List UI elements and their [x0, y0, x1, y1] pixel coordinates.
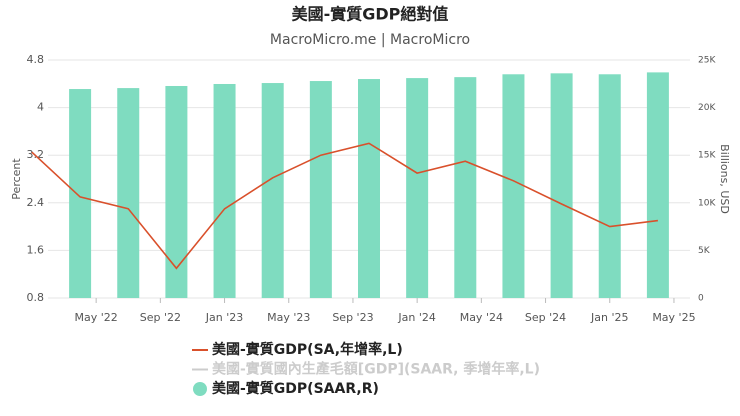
bar: [598, 74, 621, 298]
y2-tick-label: 10K: [698, 198, 716, 208]
bar: [406, 78, 429, 298]
bar: [213, 83, 236, 298]
bar: [454, 77, 477, 298]
bar: [261, 83, 284, 299]
x-tick-label: May '24: [460, 311, 503, 324]
legend-label: 美國-實質GDP(SA,年增率,L): [212, 341, 403, 358]
y-tick-label: 0.8: [27, 291, 45, 304]
x-tick-label: Sep '22: [140, 311, 181, 324]
bar: [117, 88, 140, 298]
x-tick-label: May '25: [652, 311, 695, 324]
watermark: MacroMicro: [128, 97, 272, 122]
x-tick-label: Jan '24: [397, 311, 435, 324]
y2-axis-label: Billions, USD: [718, 144, 731, 214]
y2-tick-label: 15K: [698, 151, 716, 161]
legend-marker: [193, 382, 207, 396]
bar: [502, 74, 525, 298]
x-tick-label: Sep '23: [332, 311, 373, 324]
y-tick-label: 2.4: [27, 196, 45, 209]
legend-label: 美國-實質國內生產毛額[GDP](SAAR, 季增年率,L): [212, 361, 540, 378]
bar: [358, 79, 380, 298]
x-tick-label: Jan '25: [590, 311, 628, 324]
x-tick-label: May '22: [75, 311, 118, 324]
y-tick-label: 1.6: [27, 243, 45, 256]
bar: [309, 81, 332, 298]
x-tick-label: Sep '24: [525, 311, 566, 324]
y-tick-label: 4: [37, 101, 44, 114]
bar: [165, 85, 188, 299]
x-tick-label: Jan '23: [205, 311, 243, 324]
chart-title: 美國-實質GDP絕對值: [292, 5, 449, 24]
line: [31, 142, 658, 270]
legend-label: 美國-實質GDP(SAAR,R): [212, 380, 379, 397]
chart-subtitle: MacroMicro.me | MacroMicro: [270, 32, 470, 48]
y2-tick-label: 20K: [698, 103, 716, 113]
bar: [69, 89, 92, 298]
y-tick-label: 4.8: [27, 53, 45, 66]
y2-tick-label: 25K: [698, 56, 716, 66]
y-axis-label: Percent: [10, 158, 23, 200]
x-tick-label: May '23: [267, 311, 310, 324]
bar: [550, 73, 573, 298]
bar: [646, 72, 669, 298]
y2-tick-label: 5K: [698, 246, 711, 256]
y2-tick-label: 0: [698, 294, 704, 304]
